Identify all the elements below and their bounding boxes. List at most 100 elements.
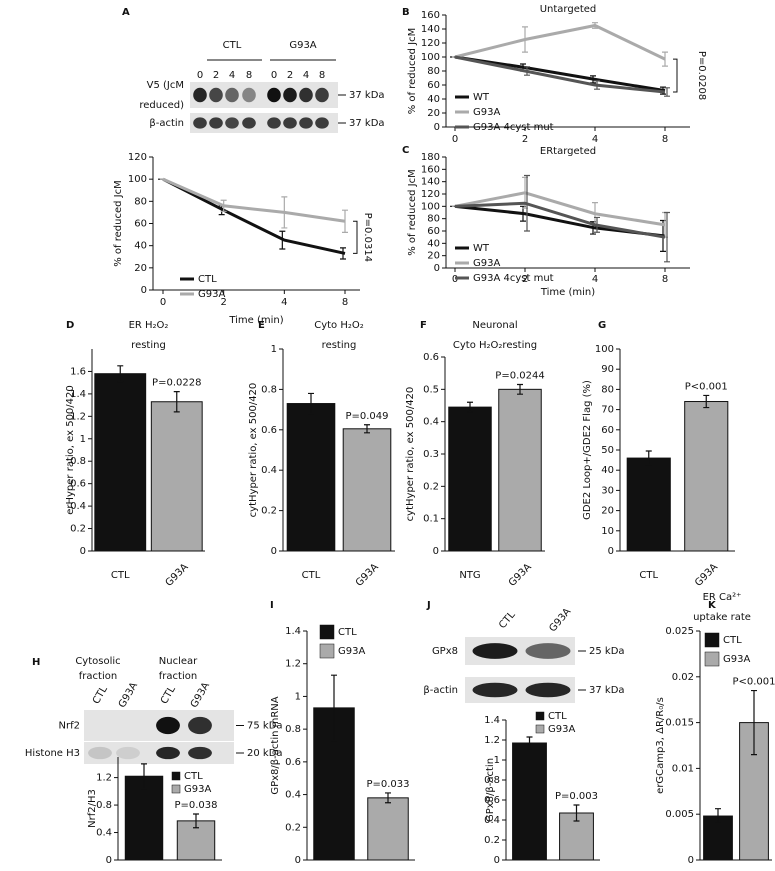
y-tick-label: 140 <box>421 177 440 188</box>
lane-label: G93A <box>117 681 140 710</box>
y-tick-label: 0.4 <box>96 828 112 839</box>
chart-title: uptake rate <box>693 612 751 623</box>
lane-label: CTL <box>91 684 110 706</box>
x-tick-label: G93A <box>693 562 720 589</box>
y-tick-label: 20 <box>427 251 440 262</box>
blot-band <box>156 716 180 735</box>
x-tick-label: G93A <box>507 562 534 589</box>
annotation: P=0.038 <box>174 800 217 811</box>
y-tick-label: 1.4 <box>70 389 86 400</box>
panel-label: F <box>420 320 427 331</box>
y-tick-label: 0.6 <box>285 757 301 768</box>
error-bar <box>331 674 337 742</box>
annotation: P=0.0314 <box>362 213 373 262</box>
blot-band <box>472 643 518 659</box>
y-tick-label: 0.6 <box>70 479 86 490</box>
error-bar <box>279 230 286 250</box>
bar <box>286 403 336 552</box>
y-tick-label: 60 <box>427 80 440 91</box>
blot-band <box>315 87 329 103</box>
legend-swatch <box>535 711 545 721</box>
y-tick-label: 70 <box>601 405 614 416</box>
annotation: P=0.0244 <box>495 370 544 381</box>
panel-label: D <box>66 320 74 331</box>
y-tick-label: 0.8 <box>285 724 301 735</box>
y-tick-label: 20 <box>134 263 147 274</box>
error-bar <box>594 216 600 233</box>
y-tick-label: 0.6 <box>423 352 439 363</box>
bracket <box>353 220 358 254</box>
x-tick-label: 8 <box>662 274 668 285</box>
x-tick-label: NTG <box>459 570 480 581</box>
error-bar <box>308 392 314 415</box>
error-bar <box>662 51 668 67</box>
error-bar <box>664 87 670 97</box>
lane-label: 2 <box>287 70 293 81</box>
blot-band <box>193 87 207 103</box>
blot-group-label: fraction <box>159 671 197 682</box>
y-tick-label: 1.4 <box>484 715 500 726</box>
y-tick-label: 1.6 <box>70 366 86 377</box>
y-tick-label: 0.2 <box>261 506 277 517</box>
blot-row-label: GPx8 <box>432 646 458 657</box>
bar <box>512 742 547 861</box>
blot-row-label: β-actin <box>423 685 458 696</box>
x-tick-label: CTL <box>302 570 321 581</box>
chart-title: Neuronal <box>472 320 517 331</box>
y-tick-label: 0 <box>688 855 694 866</box>
y-tick-label: 1.2 <box>484 735 500 746</box>
legend-swatch <box>171 771 181 781</box>
y-tick-label: 0.2 <box>70 524 86 535</box>
y-tick-label: 0.6 <box>261 425 277 436</box>
error-bar <box>751 689 757 756</box>
y-tick-label: 1.4 <box>285 626 301 637</box>
legend-swatch <box>704 651 720 667</box>
y-tick-label: 0 <box>608 546 614 557</box>
y-tick-label: 0 <box>141 285 147 296</box>
series-line <box>454 55 666 94</box>
x-tick-label: 2 <box>522 274 528 285</box>
legend-label: G93A <box>338 646 365 657</box>
y-tick-label: 0 <box>434 263 440 274</box>
error-bar <box>117 365 124 383</box>
error-bar <box>281 196 288 229</box>
blot-row-label: reduced) <box>139 100 184 111</box>
error-bar <box>141 763 147 790</box>
error-bar <box>220 199 227 212</box>
series-line <box>454 191 666 227</box>
y-tick-label: 0.2 <box>484 835 500 846</box>
y-tick-label: 0.4 <box>484 815 500 826</box>
y-tick-label: 0.1 <box>423 514 439 525</box>
error-bar <box>524 66 530 76</box>
y-axis-label: erHyper ratio, ex 500/420 <box>65 385 76 515</box>
y-tick-label: 120 <box>128 152 147 163</box>
bar <box>150 401 203 552</box>
y-tick-label: 0.4 <box>285 790 301 801</box>
y-tick-label: 0 <box>80 546 86 557</box>
blot-band <box>225 117 239 129</box>
x-tick-label: CTL <box>639 570 658 581</box>
chart-title: Cyto H₂O₂resting <box>453 340 537 351</box>
error-bar <box>526 736 533 750</box>
y-tick-label: 0.5 <box>423 384 439 395</box>
lane-label: G93A <box>189 681 212 710</box>
y-tick-label: 100 <box>421 201 440 212</box>
blot-band <box>242 117 256 129</box>
annotation: P=0.003 <box>555 791 598 802</box>
y-tick-label: 160 <box>421 10 440 21</box>
blot-band <box>299 87 313 103</box>
marker-label: 37 kDa <box>349 90 385 101</box>
y-tick-label: 0 <box>494 855 500 866</box>
y-tick-label: 80 <box>427 66 440 77</box>
series-line <box>162 177 346 223</box>
blot-group-label: Cytosolic <box>75 656 120 667</box>
y-tick-label: 0 <box>433 546 439 557</box>
annotation: P<0.001 <box>685 381 728 392</box>
x-axis-label: Time (min) <box>540 287 595 298</box>
blot-band <box>267 87 281 103</box>
y-axis-label: Nrf2/H3 <box>87 789 98 828</box>
annotation: P=0.033 <box>366 779 409 790</box>
panel-label: K <box>708 600 717 611</box>
y-tick-label: 0.3 <box>423 449 439 460</box>
y-tick-label: 0.2 <box>423 481 439 492</box>
